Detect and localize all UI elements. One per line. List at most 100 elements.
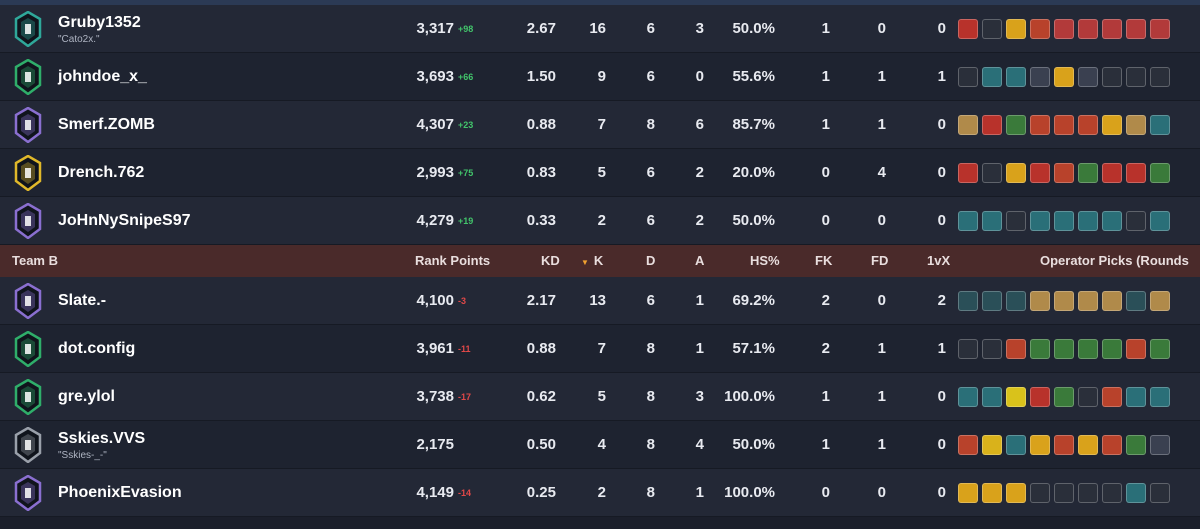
player-row[interactable]: Gruby1352 "Cato2x." 3,317 +98 2.67 16 6 3 50.0% 1… bbox=[0, 5, 1200, 53]
operator-icon[interactable] bbox=[958, 387, 978, 407]
operator-icon[interactable] bbox=[1150, 67, 1170, 87]
col-d[interactable]: D bbox=[646, 253, 656, 268]
operator-icon[interactable] bbox=[1102, 211, 1122, 231]
operator-icon[interactable] bbox=[1102, 163, 1122, 183]
operator-icon[interactable] bbox=[1006, 211, 1026, 231]
operator-icon[interactable] bbox=[1030, 339, 1050, 359]
operator-icon[interactable] bbox=[958, 291, 978, 311]
operator-icon[interactable] bbox=[1006, 291, 1026, 311]
operator-icon[interactable] bbox=[1030, 483, 1050, 503]
operator-icon[interactable] bbox=[1054, 483, 1074, 503]
operator-icon[interactable] bbox=[1006, 19, 1026, 39]
operator-icon[interactable] bbox=[1078, 339, 1098, 359]
col-a[interactable]: A bbox=[695, 253, 705, 268]
operator-icon[interactable] bbox=[1054, 19, 1074, 39]
operator-icon[interactable] bbox=[1102, 115, 1122, 135]
operator-icon[interactable] bbox=[958, 115, 978, 135]
player-name[interactable]: Sskies.VVS bbox=[58, 429, 146, 447]
operator-icon[interactable] bbox=[1054, 211, 1074, 231]
operator-icon[interactable] bbox=[1102, 291, 1122, 311]
operator-icon[interactable] bbox=[1126, 115, 1146, 135]
operator-icon[interactable] bbox=[1030, 387, 1050, 407]
player-name[interactable]: Gruby1352 bbox=[58, 13, 141, 31]
operator-icon[interactable] bbox=[958, 483, 978, 503]
player-name[interactable]: johndoe_x_ bbox=[58, 68, 147, 85]
player-name[interactable]: Slate.- bbox=[58, 292, 107, 309]
operator-icon[interactable] bbox=[958, 163, 978, 183]
operator-icon[interactable] bbox=[1102, 339, 1122, 359]
operator-icon[interactable] bbox=[1126, 163, 1146, 183]
operator-icon[interactable] bbox=[1126, 435, 1146, 455]
operator-icon[interactable] bbox=[1078, 435, 1098, 455]
operator-icon[interactable] bbox=[1030, 115, 1050, 135]
player-name[interactable]: Smerf.ZOMB bbox=[58, 116, 155, 133]
operator-icon[interactable] bbox=[1150, 19, 1170, 39]
col-1vx[interactable]: 1vX bbox=[927, 253, 951, 268]
col-fk[interactable]: FK bbox=[815, 253, 833, 268]
player-name[interactable]: PhoenixEvasion bbox=[58, 484, 182, 501]
player-row[interactable]: Drench.762 2,993 +75 0.83 5 6 2 20.0% 0 4 0 bbox=[0, 149, 1200, 197]
operator-icon[interactable] bbox=[1150, 115, 1170, 135]
operator-icon[interactable] bbox=[1102, 435, 1122, 455]
player-name[interactable]: JoHnNySnipeS97 bbox=[58, 212, 191, 229]
player-row[interactable]: dot.config 3,961 -11 0.88 7 8 1 57.1% 2 1 1 bbox=[0, 325, 1200, 373]
operator-icon[interactable] bbox=[982, 115, 1002, 135]
operator-icon[interactable] bbox=[982, 291, 1002, 311]
operator-icon[interactable] bbox=[1054, 291, 1074, 311]
player-row[interactable]: gre.ylol 3,738 -17 0.62 5 8 3 100.0% 1 1 0 bbox=[0, 373, 1200, 421]
operator-icon[interactable] bbox=[1030, 211, 1050, 231]
operator-icon[interactable] bbox=[1102, 483, 1122, 503]
operator-icon[interactable] bbox=[1078, 115, 1098, 135]
operator-icon[interactable] bbox=[1030, 19, 1050, 39]
operator-icon[interactable] bbox=[982, 211, 1002, 231]
operator-icon[interactable] bbox=[1006, 339, 1026, 359]
operator-icon[interactable] bbox=[1078, 387, 1098, 407]
operator-icon[interactable] bbox=[1006, 387, 1026, 407]
operator-icon[interactable] bbox=[1126, 19, 1146, 39]
player-name[interactable]: gre.ylol bbox=[58, 388, 115, 405]
operator-icon[interactable] bbox=[1078, 211, 1098, 231]
operator-icon[interactable] bbox=[1102, 19, 1122, 39]
player-row[interactable]: PhoenixEvasion 4,149 -14 0.25 2 8 1 100.0% 0 0 0 bbox=[0, 469, 1200, 517]
operator-icon[interactable] bbox=[1006, 115, 1026, 135]
player-row[interactable]: Sskies.VVS "Sskies-_-" 2,175 0.50 4 8 4 50.0% 1 1… bbox=[0, 421, 1200, 469]
operator-icon[interactable] bbox=[1126, 211, 1146, 231]
operator-icon[interactable] bbox=[958, 435, 978, 455]
operator-icon[interactable] bbox=[958, 19, 978, 39]
operator-icon[interactable] bbox=[1150, 483, 1170, 503]
operator-icon[interactable] bbox=[1150, 435, 1170, 455]
player-row[interactable]: JoHnNySnipeS97 4,279 +19 0.33 2 6 2 50.0% 0 0 0 bbox=[0, 197, 1200, 245]
operator-icon[interactable] bbox=[1078, 19, 1098, 39]
operator-icon[interactable] bbox=[1054, 163, 1074, 183]
operator-icon[interactable] bbox=[982, 19, 1002, 39]
operator-icon[interactable] bbox=[1078, 163, 1098, 183]
operator-icon[interactable] bbox=[1126, 387, 1146, 407]
player-row[interactable]: Smerf.ZOMB 4,307 +23 0.88 7 8 6 85.7% 1 1 0 bbox=[0, 101, 1200, 149]
operator-icon[interactable] bbox=[982, 435, 1002, 455]
operator-icon[interactable] bbox=[1078, 483, 1098, 503]
operator-icon[interactable] bbox=[982, 67, 1002, 87]
operator-icon[interactable] bbox=[958, 211, 978, 231]
col-kd[interactable]: KD bbox=[541, 253, 560, 268]
operator-icon[interactable] bbox=[1054, 339, 1074, 359]
operator-icon[interactable] bbox=[1102, 387, 1122, 407]
operator-icon[interactable] bbox=[1054, 387, 1074, 407]
operator-icon[interactable] bbox=[1150, 163, 1170, 183]
operator-icon[interactable] bbox=[1102, 67, 1122, 87]
operator-icon[interactable] bbox=[1030, 163, 1050, 183]
operator-icon[interactable] bbox=[1150, 387, 1170, 407]
player-row[interactable]: Slate.- 4,100 -3 2.17 13 6 1 69.2% 2 0 2 bbox=[0, 277, 1200, 325]
operator-icon[interactable] bbox=[1054, 115, 1074, 135]
operator-icon[interactable] bbox=[1126, 67, 1146, 87]
operator-icon[interactable] bbox=[1006, 435, 1026, 455]
operator-icon[interactable] bbox=[1006, 67, 1026, 87]
operator-icon[interactable] bbox=[982, 483, 1002, 503]
col-fd[interactable]: FD bbox=[871, 253, 889, 268]
operator-icon[interactable] bbox=[1150, 291, 1170, 311]
operator-icon[interactable] bbox=[1030, 435, 1050, 455]
player-row[interactable]: johndoe_x_ 3,693 +66 1.50 9 6 0 55.6% 1 1 1 bbox=[0, 53, 1200, 101]
operator-icon[interactable] bbox=[982, 387, 1002, 407]
operator-icon[interactable] bbox=[958, 67, 978, 87]
operator-icon[interactable] bbox=[1054, 67, 1074, 87]
operator-icon[interactable] bbox=[1078, 291, 1098, 311]
